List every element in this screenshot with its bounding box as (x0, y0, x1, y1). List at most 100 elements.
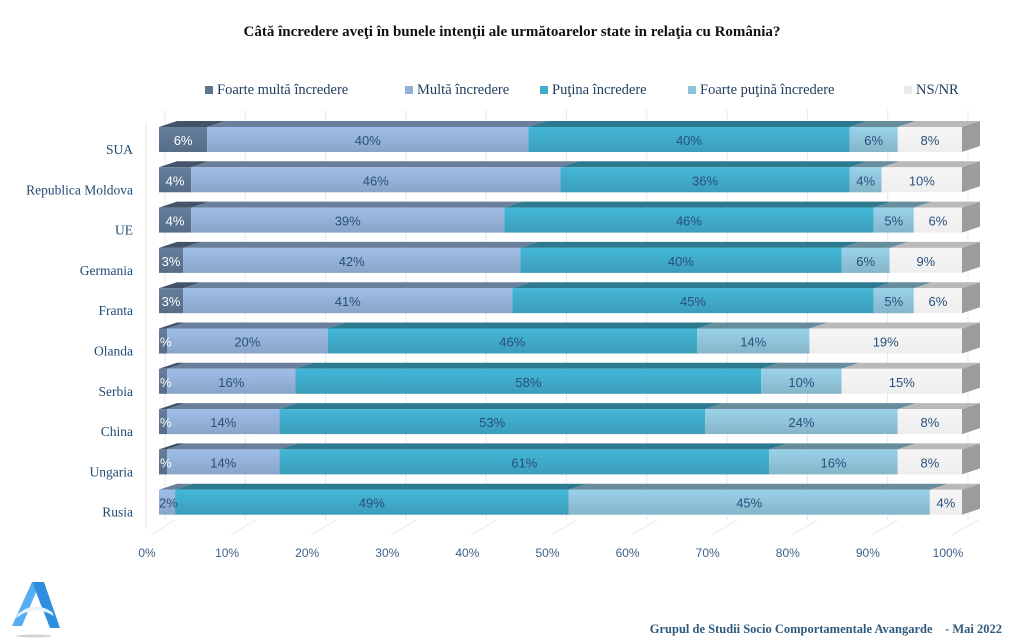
bar-row: 6% 40% 40% 6% 8% (159, 121, 980, 152)
bar-segment (929, 489, 962, 515)
bar-row: 4% 39% 46% 5% 6% (159, 201, 980, 233)
data-label: 6% (929, 214, 948, 229)
bar-top-face (520, 241, 860, 248)
bar-top-face (849, 161, 900, 168)
bar-top-face (159, 121, 226, 127)
category-label: SUA (106, 142, 133, 157)
legend-label: Puţina încredere (552, 81, 647, 98)
bar-segment (207, 127, 529, 152)
bar-segment (528, 127, 850, 152)
bar-top-face (183, 241, 539, 248)
data-label: % (160, 455, 172, 470)
bar-top-face (913, 282, 980, 289)
data-label: 46% (676, 214, 702, 229)
bar-segment (504, 207, 874, 233)
footer-source: Grupul de Studii Socio Comportamentale A… (650, 622, 1002, 637)
legend-swatch (688, 86, 696, 94)
bar-top-face (175, 483, 587, 490)
floor-line (391, 519, 417, 536)
data-label: 36% (692, 173, 718, 188)
bar-segment (568, 489, 930, 515)
floor-line (711, 519, 738, 536)
bar-top-face (873, 282, 932, 289)
floor-line (871, 519, 898, 536)
category-label: UE (115, 223, 133, 238)
data-label: 46% (499, 335, 525, 350)
bar-row: % 14% 53% 24% 8% (159, 403, 980, 435)
floor-line (150, 519, 176, 536)
bar-segment (183, 288, 513, 314)
bar-segment (159, 167, 192, 193)
bar-segment (512, 288, 874, 314)
bar-top-face (761, 362, 860, 369)
data-label: % (160, 335, 172, 350)
legend-label: Foarte multă încredere (217, 81, 349, 98)
legend-label: Foarte puţină încredere (700, 81, 835, 98)
bar-top-face (897, 443, 980, 450)
bar-top-face (167, 322, 346, 329)
legend-item-nsnr: NS/NR (904, 82, 959, 99)
data-label: 14% (210, 455, 236, 470)
bar-top-face (841, 241, 908, 248)
bar-top-face (512, 282, 892, 289)
bar-segment (295, 368, 762, 394)
category-label: Olanda (94, 344, 133, 359)
bar-segment (520, 247, 842, 273)
data-label: 10% (909, 173, 935, 188)
x-tick-label: 10% (215, 546, 239, 560)
floor-line (951, 519, 979, 536)
data-label: 39% (335, 214, 361, 229)
bar-segment (849, 127, 898, 152)
bar-segment (881, 167, 962, 193)
data-label: 53% (479, 415, 505, 430)
data-label: 40% (676, 133, 702, 148)
data-label: 6% (929, 294, 948, 309)
category-label: Ungaria (90, 464, 133, 479)
floor-line (791, 519, 818, 536)
bar-segment (159, 409, 168, 435)
bar-segment (183, 247, 521, 273)
legend-item-multa: Multă încredere (405, 82, 509, 99)
bar-top-face (528, 121, 868, 127)
footer-date: - Mai 2022 (945, 622, 1002, 636)
bar-end-face (962, 282, 980, 314)
bar-segment (705, 409, 898, 435)
legend-item-putina: Puţina încredere (540, 82, 647, 99)
bar-row: 4% 46% 36% 4% 10% (159, 161, 980, 193)
data-label: 15% (889, 375, 915, 390)
bar-end-face (962, 403, 980, 435)
data-label: 6% (856, 254, 875, 269)
bar-segment (889, 247, 962, 273)
data-label: 4% (937, 496, 956, 511)
bar-segment (167, 409, 280, 435)
bar-top-face (159, 483, 194, 490)
bar-segment (873, 207, 914, 233)
bar-top-face (873, 201, 932, 208)
data-label: 46% (363, 173, 389, 188)
bar-segment (279, 449, 770, 475)
footer-source-text: Grupul de Studii Socio Comportamentale A… (649, 622, 933, 636)
data-label: 4% (166, 173, 185, 188)
data-label: 61% (511, 455, 537, 470)
bar-end-face (962, 483, 980, 515)
bar-segment (841, 247, 890, 273)
data-label: % (160, 415, 172, 430)
bar-top-face (279, 443, 788, 450)
bar-segment (167, 449, 280, 475)
data-label: 24% (788, 415, 814, 430)
data-label: 2% (159, 496, 178, 511)
legend-item-foarte-putina: Foarte puţină încredere (688, 82, 834, 99)
bar-top-face (191, 201, 523, 208)
data-label: 45% (680, 294, 706, 309)
legend-label: Multă încredere (417, 81, 510, 98)
bar-row: % 16% 58% 10% 15% (159, 362, 980, 394)
bar-end-face (962, 362, 980, 394)
bar-top-face (568, 483, 948, 490)
bar-segment (159, 127, 208, 152)
bar-top-face (841, 362, 980, 369)
bar-top-face (929, 483, 980, 490)
data-label: 49% (359, 496, 385, 511)
data-label: 40% (355, 133, 381, 148)
floor-line (230, 519, 256, 536)
